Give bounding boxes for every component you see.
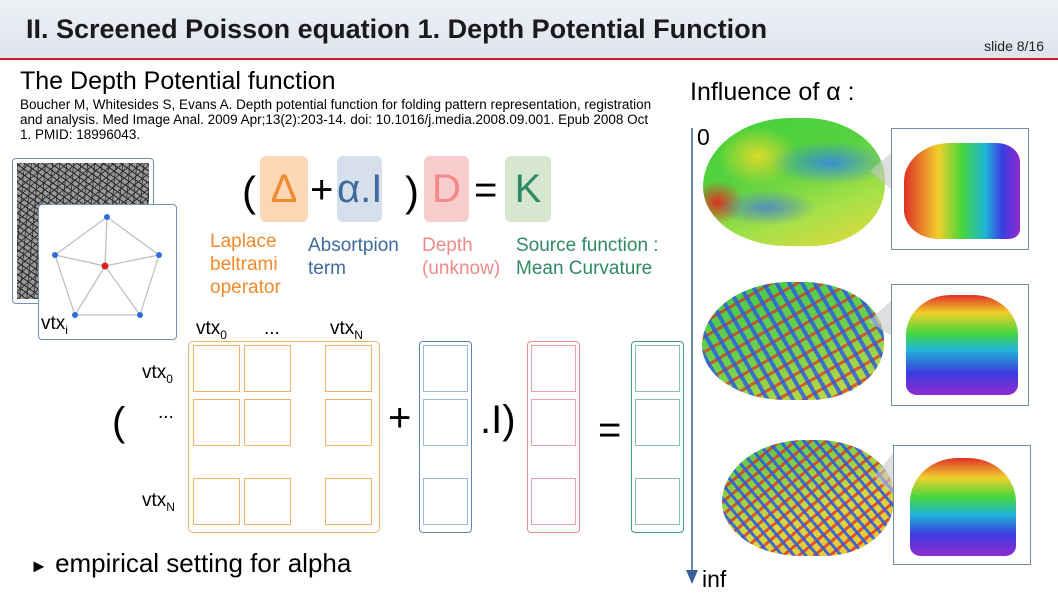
bullet-point: ► empirical setting for alpha: [30, 548, 351, 579]
equation-close-paren: ): [405, 168, 419, 215]
header-divider: [0, 58, 1058, 60]
slide-header: [0, 0, 1058, 58]
brain-surface-alpha-0: [703, 118, 885, 246]
matrix-open-paren: (: [112, 400, 126, 444]
influence-title: Influence of α :: [690, 78, 855, 106]
matrix-col-ellipsis: ...: [264, 318, 280, 339]
laplace-matrix: [188, 341, 380, 533]
identity-suffix: .I): [480, 398, 516, 442]
citation: Boucher M, Whitesides S, Evans A. Depth …: [20, 97, 652, 142]
absorption-vector: [419, 341, 472, 533]
brain-surface-alpha-mid: [702, 282, 884, 400]
section-title: The Depth Potential function: [20, 67, 336, 95]
vertex-neighborhood-diagram: vtxi: [38, 204, 177, 340]
source-symbol-box: K: [505, 156, 551, 222]
absorption-symbol-box: α.I: [337, 156, 382, 222]
source-term-label: Source function : Mean Curvature: [516, 235, 659, 279]
absorption-term-label: Absortpion term: [308, 235, 399, 279]
matrix-cell: [193, 478, 240, 525]
matrix-row-label-0: vtx0: [142, 362, 173, 386]
laplace-symbol-box: Δ: [260, 156, 308, 222]
matrix-cell: [244, 478, 291, 525]
matrix-col-label-0: vtx0: [196, 318, 227, 342]
matrix-cell: [244, 399, 291, 446]
brain-surface-alpha-inf: [722, 440, 894, 556]
slide-number: slide 8/16: [984, 38, 1044, 54]
source-vector: [631, 341, 684, 533]
depth-map-alpha-inf: [893, 445, 1031, 565]
alpha-axis-inf-label: inf: [702, 566, 727, 592]
vertex-label: vtxi: [41, 313, 68, 337]
depth-term-label: Depth (unknow): [422, 235, 501, 279]
matrix-plus: +: [388, 396, 412, 440]
bullet-marker-icon: ►: [30, 556, 48, 576]
laplace-term-label: Laplace beltrami operator: [210, 231, 281, 298]
matrix-col-label-N: vtxN: [330, 318, 363, 342]
equation-equals: =: [474, 168, 498, 212]
alpha-axis-zero-label: 0: [697, 124, 710, 150]
matrix-cell: [325, 345, 372, 392]
depth-vector: [527, 341, 580, 533]
bullet-text: empirical setting for alpha: [55, 548, 352, 578]
matrix-cell: [244, 345, 291, 392]
equation-plus: +: [310, 168, 334, 212]
matrix-equals: =: [598, 408, 622, 452]
alpha-axis-arrow: [686, 128, 698, 584]
depth-map-alpha-0: [891, 128, 1029, 250]
depth-symbol-box: D: [424, 156, 469, 222]
matrix-cell: [193, 399, 240, 446]
matrix-cell: [325, 399, 372, 446]
equation-open-paren: (: [242, 168, 256, 215]
matrix-cell: [193, 345, 240, 392]
matrix-row-label-N: vtxN: [142, 490, 175, 514]
slide-title: II. Screened Poisson equation 1. Depth P…: [26, 14, 768, 44]
matrix-cell: [325, 478, 372, 525]
depth-map-alpha-mid: [891, 284, 1029, 406]
matrix-row-ellipsis: ...: [158, 402, 174, 423]
